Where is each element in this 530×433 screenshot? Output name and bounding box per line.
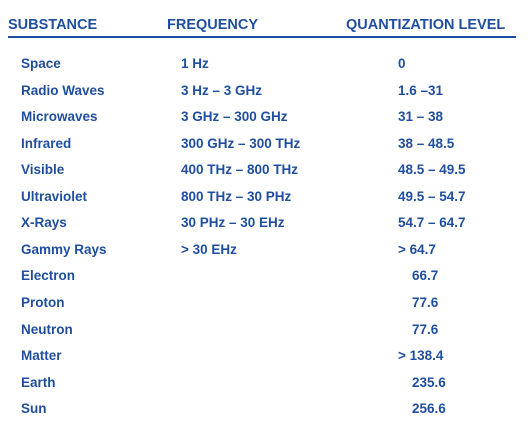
table-row: Matter > 138.4 xyxy=(0,347,530,365)
table-row: Ultraviolet 800 THz – 30 PHz 49.5 – 54.7 xyxy=(0,188,530,206)
substance-cell: Visible xyxy=(21,162,65,178)
substance-cell: Microwaves xyxy=(21,109,98,125)
level-cell: 0 xyxy=(398,56,406,71)
level-cell: 1.6 –31 xyxy=(398,82,444,98)
level-cell: 49.5 – 54.7 xyxy=(398,188,466,204)
frequency-cell: 1 Hz xyxy=(181,56,209,71)
substance-cell: Ultraviolet xyxy=(21,188,88,204)
level-cell: 77.6 xyxy=(412,294,439,310)
level-cell: 235.6 xyxy=(412,374,446,390)
substance-cell: Neutron xyxy=(21,321,73,337)
substance-cell: Space xyxy=(21,56,61,71)
substance-cell: X-Rays xyxy=(21,215,67,231)
level-cell: 48.5 – 49.5 xyxy=(398,162,466,178)
header-frequency: FREQUENCY xyxy=(167,17,259,33)
level-cell: > 64.7 xyxy=(398,241,436,257)
level-cell: 54.7 – 64.7 xyxy=(398,215,466,231)
table-row: Radio Waves 3 Hz – 3 GHz 1.6 –31 xyxy=(0,82,530,100)
frequency-cell: > 30 EHz xyxy=(181,241,237,257)
header-substance: SUBSTANCE xyxy=(8,17,98,33)
table-row: X-Rays 30 PHz – 30 EHz 54.7 – 64.7 xyxy=(0,214,530,232)
substance-cell: Earth xyxy=(21,374,56,390)
frequency-cell: 3 GHz – 300 GHz xyxy=(181,109,288,125)
substance-cell: Gammy Rays xyxy=(21,241,107,257)
level-cell: 77.6 xyxy=(412,321,439,337)
level-cell: 38 – 48.5 xyxy=(398,135,455,151)
frequency-cell: 400 THz – 800 THz xyxy=(181,162,299,178)
level-cell: 31 – 38 xyxy=(398,109,444,125)
frequency-cell: 300 GHz – 300 THz xyxy=(181,135,301,151)
substance-cell: Electron xyxy=(21,268,76,284)
substance-cell: Matter xyxy=(21,348,62,364)
substance-cell: Radio Waves xyxy=(21,82,105,98)
frequency-cell: 30 PHz – 30 EHz xyxy=(181,215,285,231)
level-cell: > 138.4 xyxy=(398,348,444,364)
table-row: Space 1 Hz 0 xyxy=(0,55,530,73)
table-row: Electron 66.7 xyxy=(0,267,530,285)
table-row: Earth 235.6 xyxy=(0,374,530,392)
substance-cell: Infrared xyxy=(21,135,72,151)
table-row: Visible 400 THz – 800 THz 48.5 – 49.5 xyxy=(0,161,530,179)
table-row: Neutron 77.6 xyxy=(0,321,530,339)
table-row: Gammy Rays > 30 EHz > 64.7 xyxy=(0,241,530,259)
frequency-cell: 3 Hz – 3 GHz xyxy=(181,82,263,98)
table-row: Sun 256.6 xyxy=(0,400,530,418)
level-cell: 66.7 xyxy=(412,268,439,284)
substance-cell: Proton xyxy=(21,294,65,310)
table-row: Proton 77.6 xyxy=(0,294,530,312)
table-row: Infrared 300 GHz – 300 THz 38 – 48.5 xyxy=(0,135,530,153)
header-quantization-level: QUANTIZATION LEVEL xyxy=(346,17,506,33)
frequency-cell: 800 THz – 30 PHz xyxy=(181,188,292,204)
substance-cell: Sun xyxy=(21,401,47,417)
level-cell: 256.6 xyxy=(412,401,446,417)
table-row: Microwaves 3 GHz – 300 GHz 31 – 38 xyxy=(0,108,530,126)
header-divider xyxy=(8,36,516,38)
